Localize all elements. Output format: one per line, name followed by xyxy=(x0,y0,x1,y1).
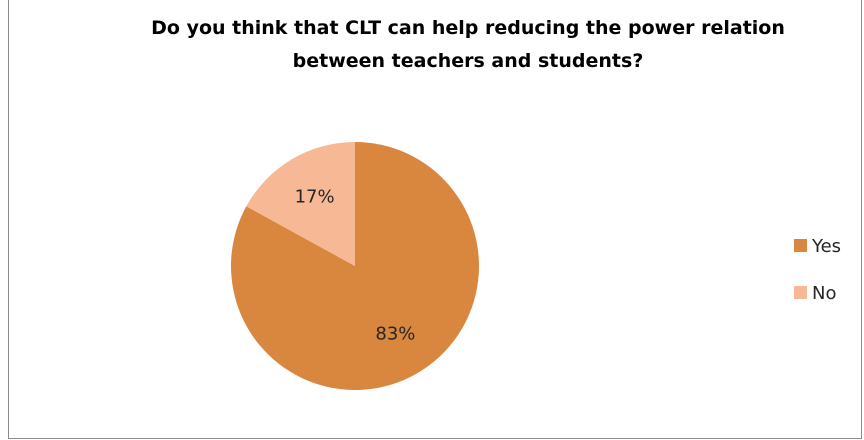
legend-label-no: No xyxy=(812,283,836,304)
pie-slices xyxy=(231,142,479,390)
chart-title-line-1: Do you think that CLT can help reducing … xyxy=(151,17,785,39)
legend-swatch-no xyxy=(794,286,807,299)
data-label-yes: 83% xyxy=(375,323,415,344)
legend-swatch-yes xyxy=(794,239,807,252)
chart-title-line-2: between teachers and students? xyxy=(293,50,644,72)
legend: Yes No xyxy=(794,236,841,304)
data-label-no: 17% xyxy=(295,187,335,208)
pie-slice-yes xyxy=(231,142,479,390)
pie-slice-no xyxy=(246,142,355,266)
legend-label-yes: Yes xyxy=(811,236,841,257)
